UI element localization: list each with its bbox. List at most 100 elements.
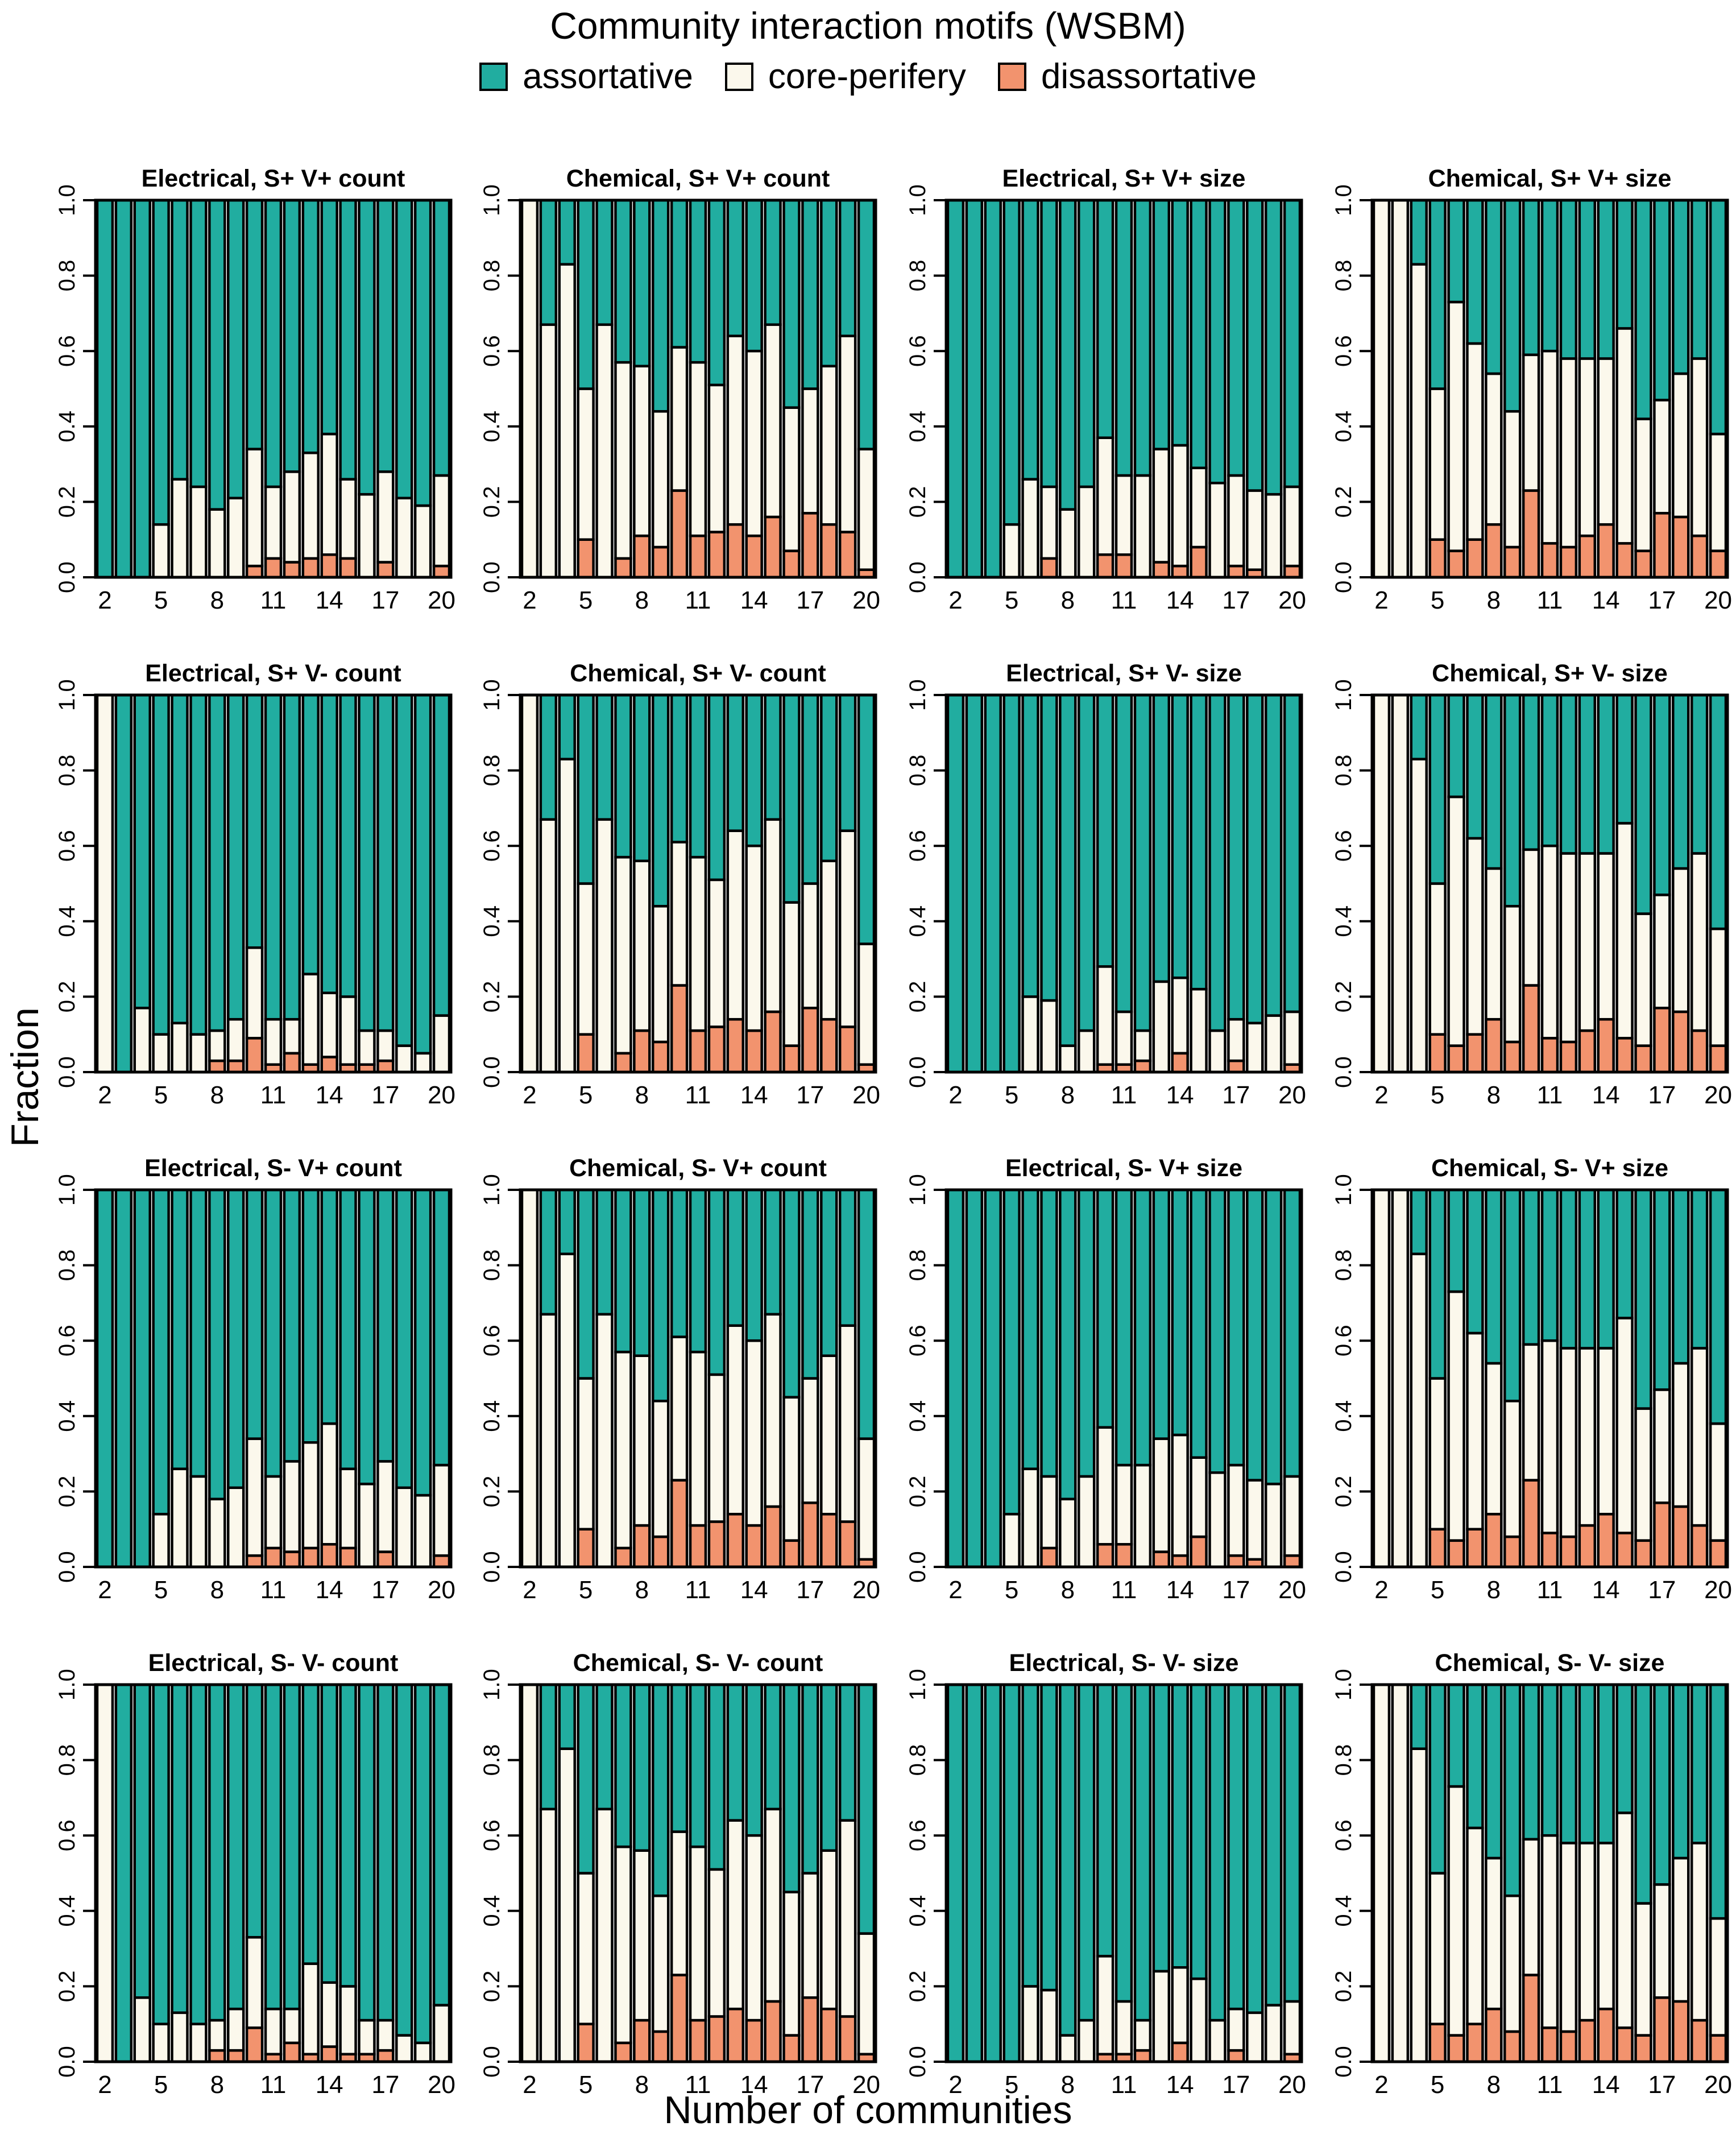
bar-assortative <box>171 693 189 1025</box>
bar-core-perifery <box>1485 1362 1503 1516</box>
bar-core-perifery <box>245 1437 264 1557</box>
bar-disassortative <box>1133 1059 1152 1074</box>
bar-core-perifery <box>1208 1471 1227 1569</box>
panel-9: Electrical, S- V+ count 0.0 0.2 0.4 0.6 0.8 1.… <box>55 1155 455 1604</box>
panel-13: Electrical, S- V- count 0.0 0.2 0.4 0.6 0.8 1.… <box>55 1649 455 2099</box>
bar-assortative <box>1002 198 1021 526</box>
y-tick-label: 0.0 <box>479 561 504 593</box>
bar-core-perifery <box>1077 1029 1096 1074</box>
bar-core-perifery <box>339 995 357 1066</box>
bar-core-perifery <box>1447 1290 1465 1542</box>
x-tick-label: 8 <box>1061 1081 1075 1109</box>
panel-frame <box>94 198 453 579</box>
bar-assortative <box>1540 1683 1559 1837</box>
bar-core-perifery <box>1522 1838 1540 1976</box>
bar-assortative <box>558 1683 576 1750</box>
bar-assortative <box>1503 1683 1522 1897</box>
bar-assortative <box>1653 1683 1671 1886</box>
bar-disassortative <box>801 1996 819 2063</box>
bar-assortative <box>1021 1188 1039 1470</box>
bar-disassortative <box>264 557 283 579</box>
bar-core-perifery <box>1264 1014 1283 1074</box>
bar-core-perifery <box>1578 357 1597 537</box>
bar-core-perifery <box>670 1830 689 1976</box>
x-tick-label: 5 <box>1431 586 1444 614</box>
bar-core-perifery <box>707 1373 726 1523</box>
bar-assortative <box>595 1188 614 1316</box>
bar-disassortative <box>283 561 301 579</box>
bar-core-perifery <box>1522 848 1540 987</box>
bar-core-perifery <box>1002 523 1021 579</box>
bar-core-perifery <box>264 2007 283 2055</box>
x-tick-label: 2 <box>1374 586 1388 614</box>
bar-assortative <box>171 1188 189 1470</box>
bar-disassortative <box>782 1044 801 1074</box>
x-tick-label: 8 <box>1061 586 1075 614</box>
panel-title: Electrical, S- V- size <box>1009 1649 1239 1677</box>
bar-assortative <box>1021 1683 1039 1988</box>
bar-assortative <box>965 1683 984 2063</box>
bar-core-perifery <box>301 973 320 1066</box>
bar-core-perifery <box>1040 999 1058 1074</box>
bar-assortative <box>614 198 632 364</box>
bar-assortative <box>1597 693 1615 855</box>
bar-assortative <box>670 1683 689 1833</box>
x-tick-label: 5 <box>154 586 168 614</box>
y-tick-label: 0.8 <box>55 755 80 787</box>
bar-disassortative <box>226 2049 245 2063</box>
bar-assortative <box>946 1188 965 1569</box>
bar-disassortative <box>633 1524 651 1569</box>
y-tick-label: 0.4 <box>479 905 504 937</box>
bar-assortative <box>1410 1683 1428 1750</box>
y-tick-label: 0.2 <box>1331 486 1356 518</box>
bar-core-perifery <box>1283 485 1302 568</box>
bar-disassortative <box>1615 1037 1634 1074</box>
panel-12: Chemical, S- V+ size 0.0 0.2 0.4 0.6 0.8 1.0 2 5… <box>1331 1155 1732 1604</box>
bar-disassortative <box>707 1025 726 1074</box>
panel-frame <box>944 198 1303 579</box>
bar-disassortative <box>670 489 689 579</box>
panel-title: Electrical, S- V+ count <box>144 1155 402 1182</box>
bar-disassortative <box>838 2015 857 2063</box>
bar-assortative <box>707 198 726 387</box>
y-tick-label: 1.0 <box>905 184 930 216</box>
bar-assortative <box>1002 1188 1021 1516</box>
y-tick-label: 0.2 <box>479 1971 504 2003</box>
bar-disassortative <box>1096 553 1114 579</box>
bar-disassortative <box>726 1017 745 1074</box>
bar-core-perifery <box>745 844 763 1032</box>
bar-assortative <box>745 1188 763 1342</box>
bar-core-perifery <box>301 1441 320 1550</box>
x-tick-label: 17 <box>1222 586 1250 614</box>
bar-core-perifery <box>1615 1811 1634 2029</box>
x-tick-label: 20 <box>1704 586 1732 614</box>
bar-assortative <box>432 693 451 1017</box>
bar-disassortative <box>1615 1532 1634 1569</box>
bar-assortative <box>764 693 782 821</box>
bar-core-perifery <box>1653 1883 1671 1999</box>
bar-core-perifery <box>1227 1463 1245 1557</box>
bar-assortative <box>838 1683 857 1822</box>
bar-core-perifery <box>1634 912 1652 1047</box>
bar-assortative <box>1447 198 1465 304</box>
bar-assortative <box>633 1683 651 1852</box>
bar-assortative <box>1246 198 1264 492</box>
bar-disassortative <box>838 1025 857 1074</box>
bar-disassortative <box>1447 1539 1465 1569</box>
bar-core-perifery <box>1672 1856 1690 2003</box>
x-tick-label: 17 <box>1648 586 1676 614</box>
bar-core-perifery <box>152 1512 170 1569</box>
y-tick-label: 1.0 <box>1331 1669 1356 1701</box>
bar-assortative <box>1634 1683 1652 1905</box>
bar-core-perifery <box>1690 1347 1709 1527</box>
bar-core-perifery <box>339 478 357 560</box>
bar-core-perifery <box>1690 357 1709 537</box>
bar-core-perifery <box>339 1467 357 1550</box>
bar-disassortative <box>1690 534 1709 579</box>
bar-disassortative <box>670 1974 689 2063</box>
bar-assortative <box>965 693 984 1074</box>
bar-disassortative <box>1428 1528 1447 1569</box>
bar-disassortative <box>614 2041 632 2063</box>
bar-assortative <box>1264 693 1283 1017</box>
